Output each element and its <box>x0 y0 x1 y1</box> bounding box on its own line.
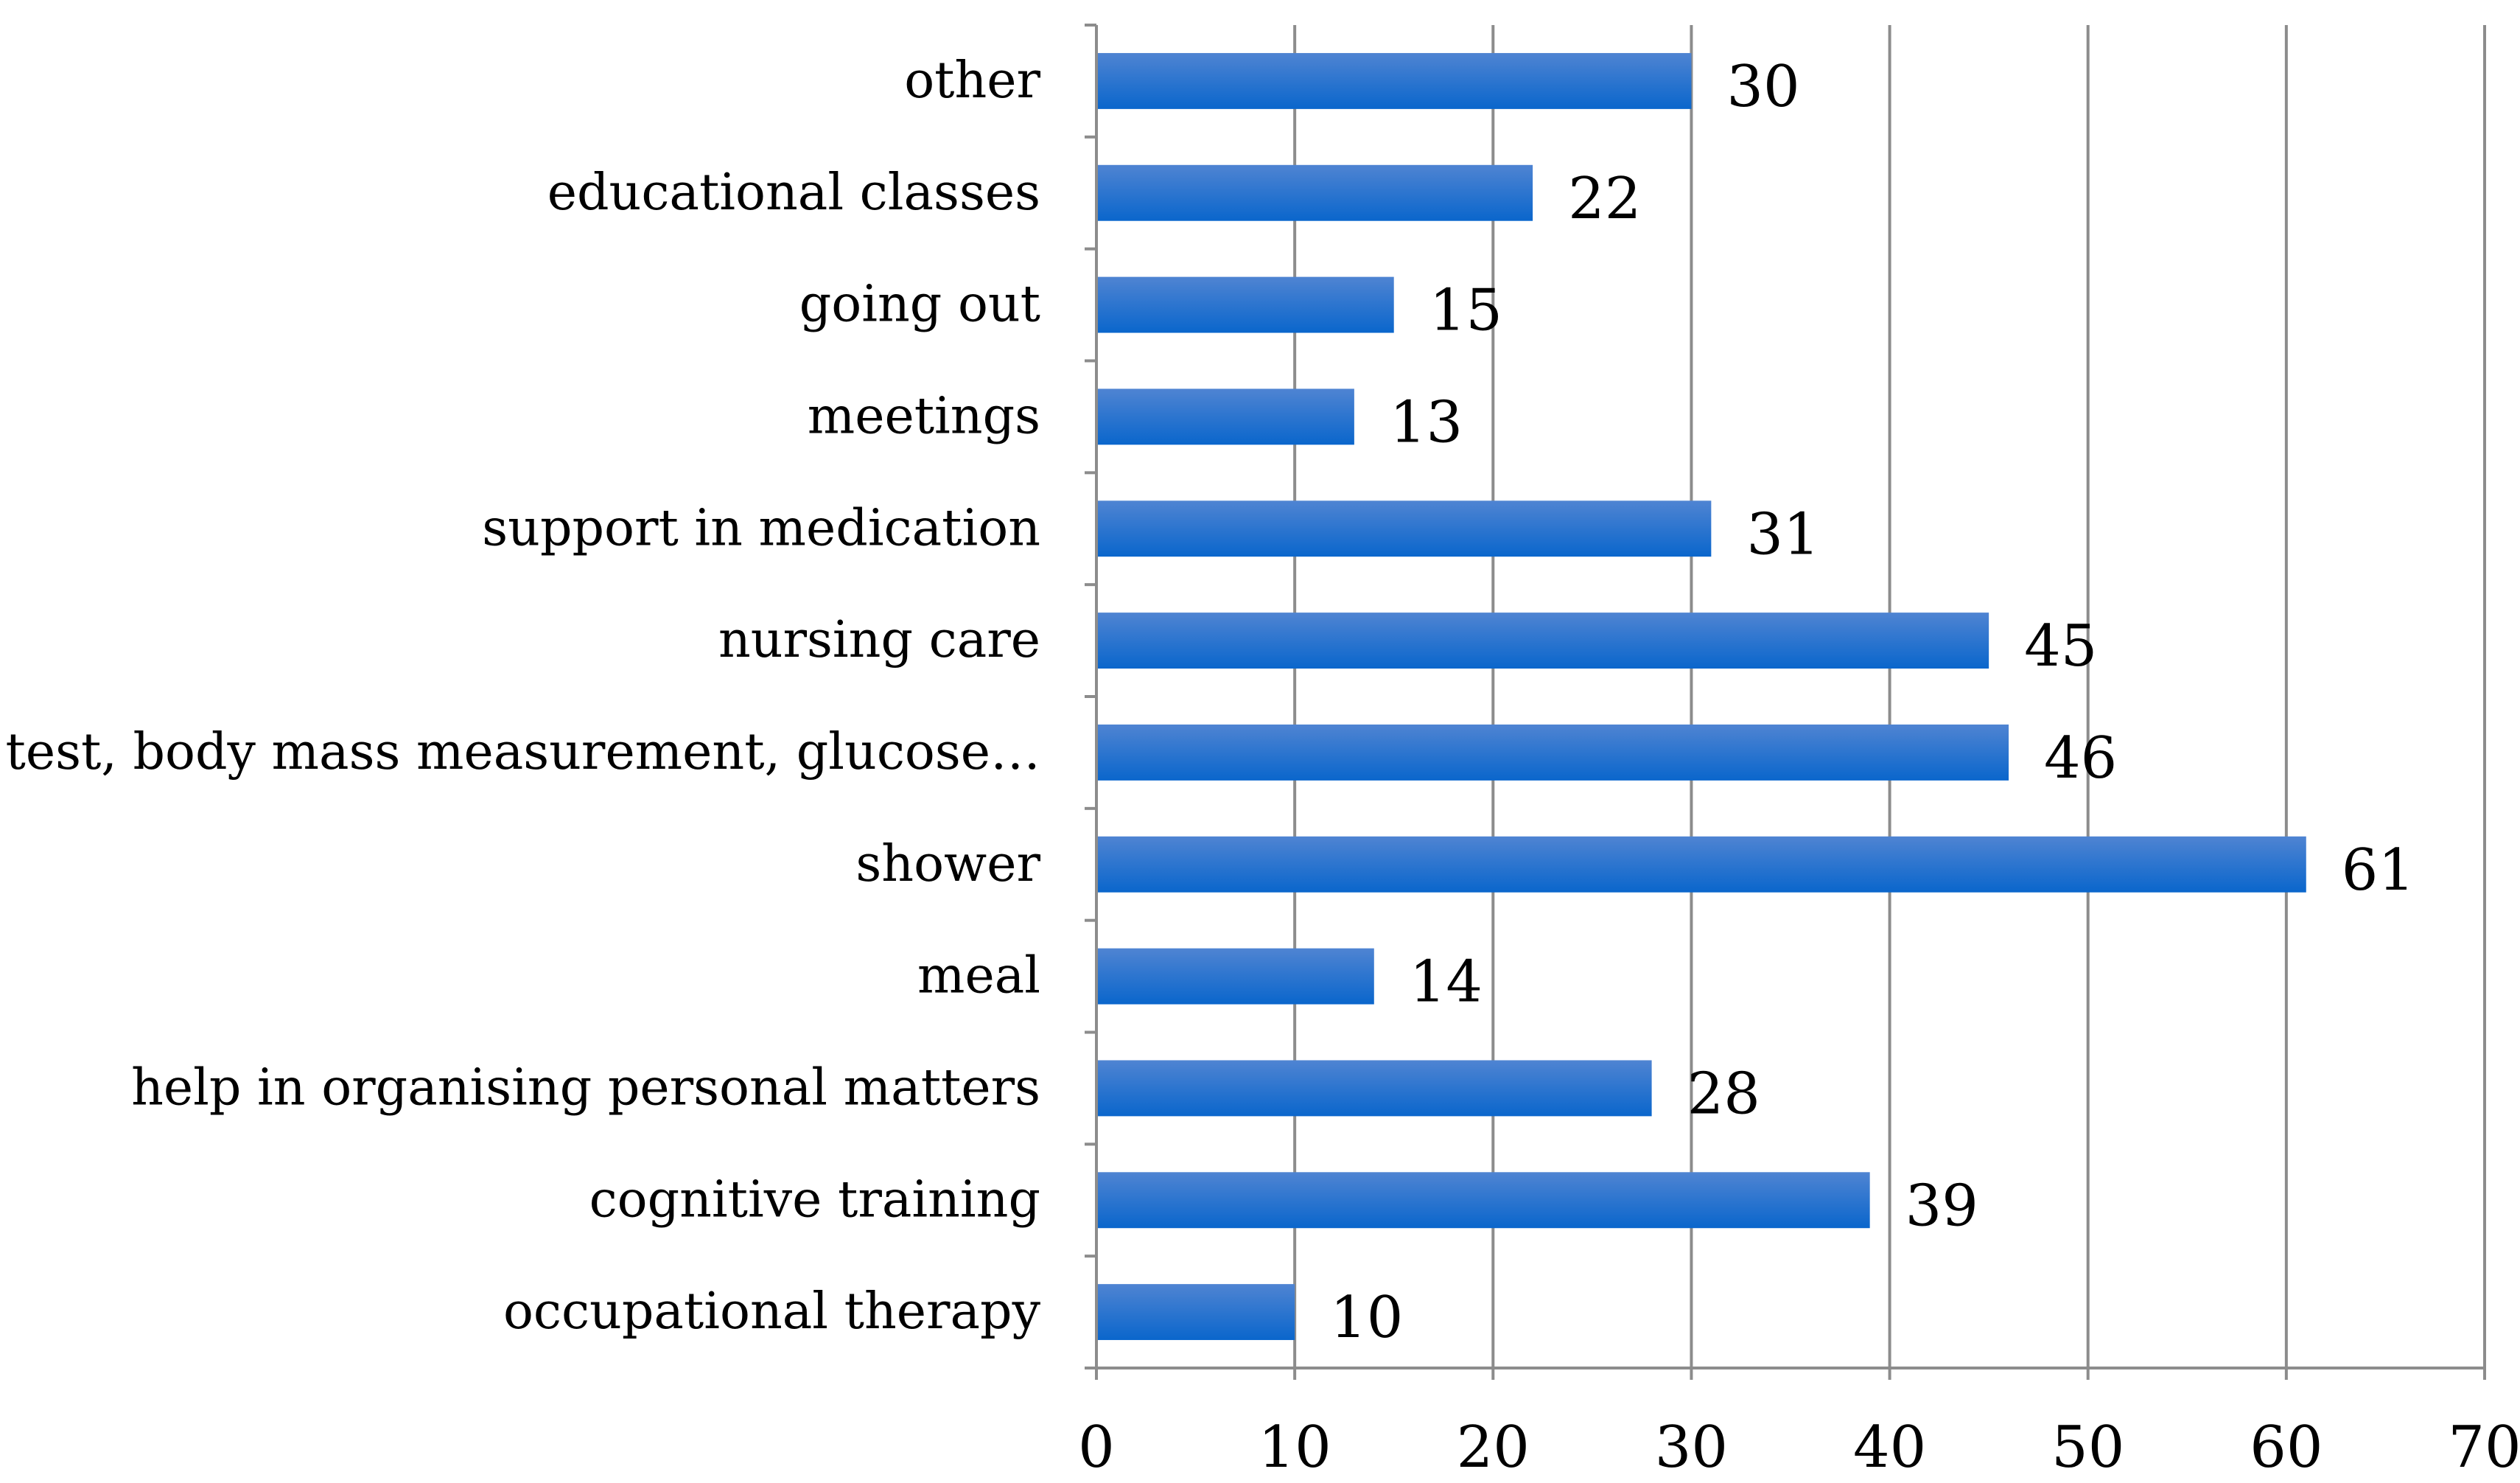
bar-1 <box>1096 1172 1870 1229</box>
bar-8 <box>1096 388 1354 445</box>
x-tick-label-60: 60 <box>2250 1414 2323 1481</box>
category-label-11: other <box>904 52 1040 110</box>
value-label-2: 28 <box>1687 1061 1760 1127</box>
x-tick-label-30: 30 <box>1655 1414 1728 1481</box>
value-label-3: 14 <box>1410 949 1483 1016</box>
value-label-7: 31 <box>1746 501 1819 568</box>
value-label-9: 15 <box>1429 278 1502 344</box>
value-label-10: 22 <box>1568 166 1641 232</box>
bar-5 <box>1096 724 2009 781</box>
bar-11 <box>1096 52 1692 109</box>
bar-3 <box>1096 948 1374 1005</box>
category-label-6: nursing care <box>718 611 1040 669</box>
category-label-3: meal <box>917 947 1040 1005</box>
bar-7 <box>1096 500 1712 557</box>
category-label-10: educational classes <box>547 164 1040 222</box>
value-label-0: 10 <box>1330 1285 1403 1351</box>
category-label-7: support in medication <box>482 499 1040 557</box>
bar-9 <box>1096 276 1394 333</box>
x-tick-label-10: 10 <box>1259 1414 1331 1481</box>
bar-0 <box>1096 1284 1295 1341</box>
value-label-8: 13 <box>1390 389 1463 456</box>
category-label-5: RR test, body mass measurement, glucose… <box>0 723 1040 781</box>
value-label-5: 46 <box>2044 725 2117 792</box>
labels: 0 10 20 30 40 50 60 70 occupational therapy 10 cog… <box>0 52 2520 1481</box>
bar-6 <box>1096 613 1989 669</box>
bar-4 <box>1096 836 2306 893</box>
category-label-0: occupational therapy <box>503 1283 1041 1341</box>
x-tick-label-20: 20 <box>1457 1414 1530 1481</box>
gridlines <box>1293 25 2486 1368</box>
bars <box>1096 52 2306 1341</box>
x-tick-label-40: 40 <box>1853 1414 1926 1481</box>
bar-2 <box>1096 1060 1652 1117</box>
value-label-1: 39 <box>1905 1173 1978 1239</box>
x-tick-label-50: 50 <box>2051 1414 2124 1481</box>
category-label-1: cognitive training <box>589 1170 1040 1229</box>
x-tick-label-70: 70 <box>2448 1414 2520 1481</box>
category-label-8: meetings <box>808 387 1040 445</box>
value-label-4: 61 <box>2342 837 2415 904</box>
axes <box>1085 24 2486 1380</box>
x-tick-label-0: 0 <box>1078 1414 1115 1481</box>
category-label-9: going out <box>799 276 1040 334</box>
category-label-2: help in organising personal matters <box>131 1058 1040 1117</box>
value-label-6: 45 <box>2024 613 2097 680</box>
bar-10 <box>1096 164 1533 221</box>
category-label-4: shower <box>855 835 1040 893</box>
value-label-11: 30 <box>1726 54 1799 120</box>
